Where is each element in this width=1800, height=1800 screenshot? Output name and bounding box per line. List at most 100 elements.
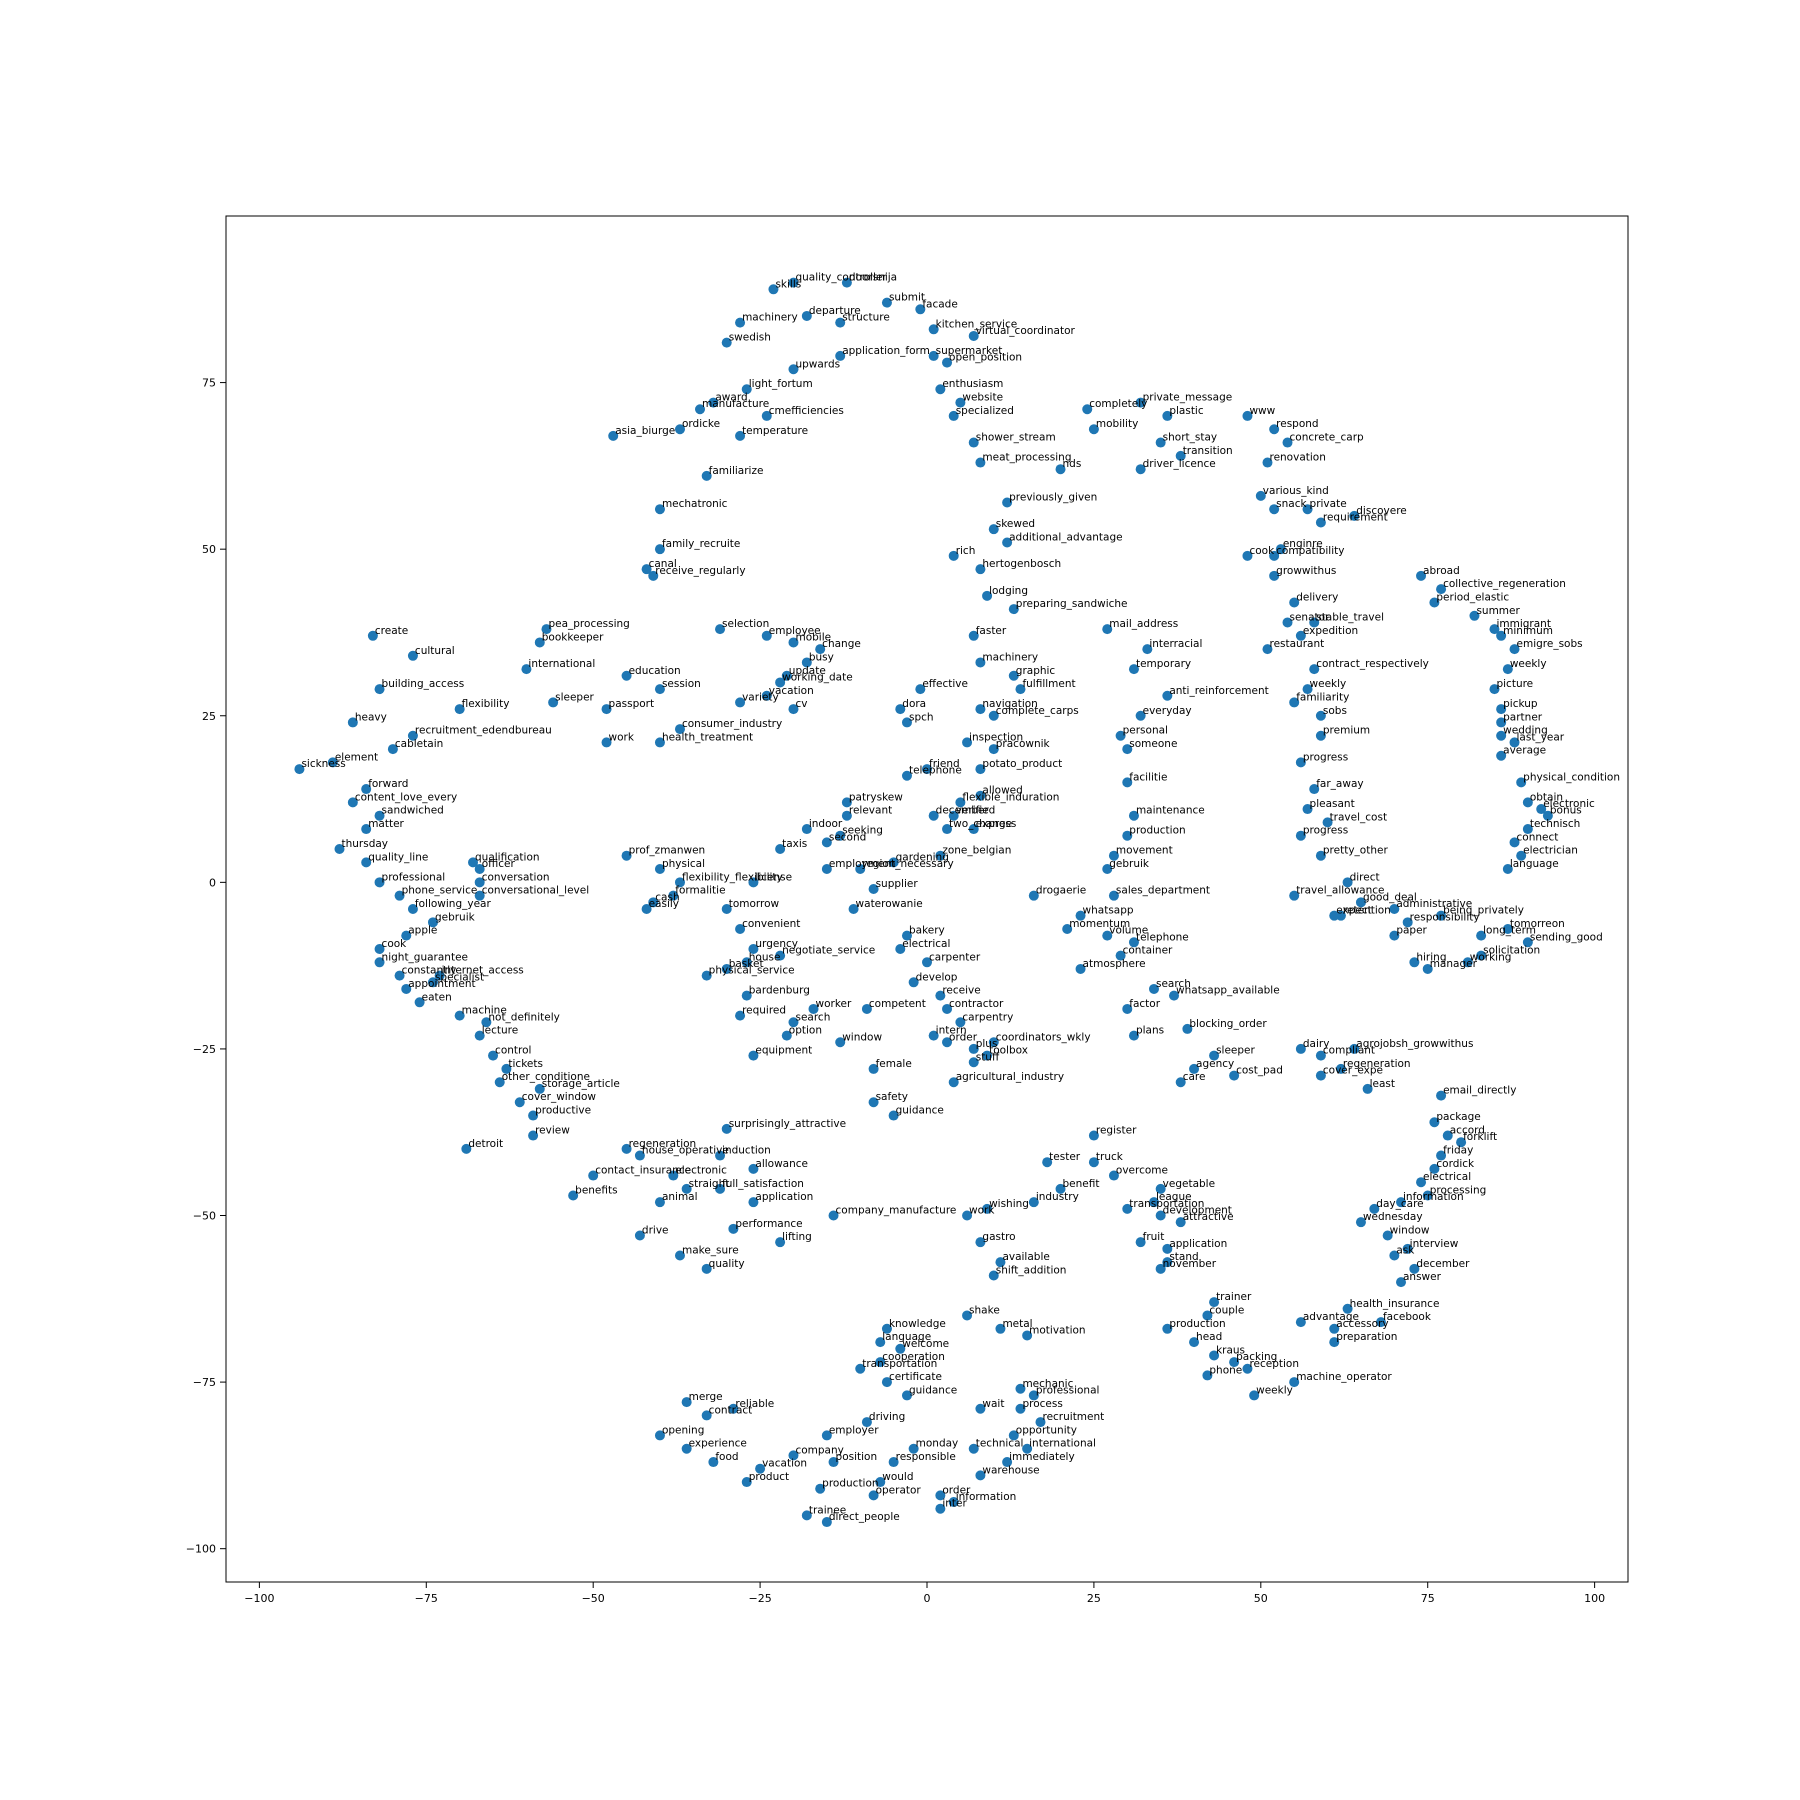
data-label: potato_product xyxy=(982,758,1062,770)
data-point xyxy=(868,1490,879,1501)
data-point xyxy=(975,790,986,801)
data-label: gebruik xyxy=(435,911,476,923)
data-point xyxy=(654,864,665,875)
data-label: competent xyxy=(869,998,926,1010)
data-point xyxy=(982,1050,993,1061)
data-point xyxy=(908,1443,919,1454)
data-label: opportunity xyxy=(1016,1424,1077,1436)
data-point xyxy=(1289,697,1300,708)
data-label: quality xyxy=(709,1258,745,1270)
data-point xyxy=(988,710,999,721)
data-point xyxy=(868,1097,879,1108)
data-label: care xyxy=(1183,1071,1206,1083)
data-label: constantly xyxy=(402,965,457,977)
data-point xyxy=(1002,1457,1013,1468)
data-label: cooperation xyxy=(882,1351,945,1363)
data-label: head xyxy=(1196,1331,1222,1343)
data-label: detroit xyxy=(468,1138,503,1150)
data-point xyxy=(641,903,652,914)
data-label: apple xyxy=(408,925,437,937)
data-label: guidance xyxy=(896,1105,944,1117)
data-label: connect xyxy=(1517,831,1559,843)
y-tick-label: −50 xyxy=(193,1210,216,1223)
x-tick-label: 50 xyxy=(1254,1592,1268,1605)
data-label: intern xyxy=(936,1025,967,1037)
data-point xyxy=(1102,624,1113,635)
data-point xyxy=(461,1143,472,1154)
data-point xyxy=(1022,1330,1033,1341)
data-point xyxy=(748,877,759,888)
data-point xyxy=(1115,950,1126,961)
data-label: driving xyxy=(869,1411,905,1423)
data-label: temporary xyxy=(1136,658,1191,670)
data-label: maintenance xyxy=(1136,805,1205,817)
data-point xyxy=(735,1010,746,1021)
data-label: wednesday xyxy=(1363,1211,1423,1223)
data-point xyxy=(674,424,685,435)
data-points xyxy=(294,277,1553,1528)
data-point xyxy=(1302,684,1313,695)
data-label: completely xyxy=(1089,398,1147,410)
data-label: phone_service xyxy=(402,885,478,897)
data-point xyxy=(875,1357,886,1368)
data-point xyxy=(1295,1317,1306,1328)
data-label: language xyxy=(1510,858,1559,870)
data-point xyxy=(988,524,999,535)
data-label: processing xyxy=(1430,1185,1487,1197)
data-point xyxy=(1542,810,1553,821)
x-tick-label: 75 xyxy=(1421,1592,1435,1605)
data-label: drive xyxy=(642,1225,669,1237)
data-point xyxy=(1436,1150,1447,1161)
data-label: language xyxy=(882,1331,931,1343)
data-point xyxy=(1489,684,1500,695)
data-point xyxy=(374,943,385,954)
data-label: virtual_coordinator xyxy=(976,325,1076,337)
data-label: physical_condition xyxy=(1523,771,1620,783)
data-point xyxy=(1429,1117,1440,1128)
data-point xyxy=(1489,624,1500,635)
data-label: someone xyxy=(1129,738,1177,750)
data-label: facade xyxy=(922,298,957,310)
data-point xyxy=(1456,1137,1467,1148)
data-label: worker xyxy=(816,998,852,1010)
data-point xyxy=(374,877,385,888)
data-label: preparation xyxy=(1336,1331,1397,1343)
data-point xyxy=(715,1183,726,1194)
data-point xyxy=(848,903,859,914)
data-label: bonus xyxy=(1550,805,1582,817)
data-point xyxy=(374,684,385,695)
data-label: prof_zmanwen xyxy=(629,845,706,857)
data-label: emigre_sobs xyxy=(1517,638,1583,650)
data-point xyxy=(1496,730,1507,741)
data-point xyxy=(1269,424,1280,435)
data-label: enginre xyxy=(1283,538,1323,550)
data-label: november xyxy=(1163,1258,1217,1270)
data-point xyxy=(701,1263,712,1274)
data-point xyxy=(1122,1203,1133,1214)
data-point xyxy=(1416,570,1427,581)
data-label: transportation xyxy=(862,1358,937,1370)
data-point xyxy=(1342,1303,1353,1314)
data-point xyxy=(968,630,979,641)
data-label: trainee xyxy=(809,1504,846,1516)
data-point xyxy=(1442,1130,1453,1141)
data-point xyxy=(968,1443,979,1454)
data-label: reliable xyxy=(735,1398,774,1410)
data-label: supermarket xyxy=(936,345,1003,357)
data-point xyxy=(741,1477,752,1488)
data-point xyxy=(775,844,786,855)
data-label: solicitation xyxy=(1483,945,1540,957)
data-point xyxy=(1155,1183,1166,1194)
data-point xyxy=(1315,1050,1326,1061)
data-label: various_kind xyxy=(1263,485,1329,497)
data-point xyxy=(1409,957,1420,968)
data-point xyxy=(1302,804,1313,815)
data-label: pickup xyxy=(1503,698,1538,710)
data-point xyxy=(962,1310,973,1321)
data-point xyxy=(1315,1070,1326,1081)
data-label: friend xyxy=(929,758,960,770)
data-label: dora xyxy=(902,698,926,710)
data-point xyxy=(1429,1163,1440,1174)
data-point xyxy=(1062,923,1073,934)
data-label: lodging xyxy=(989,585,1028,597)
